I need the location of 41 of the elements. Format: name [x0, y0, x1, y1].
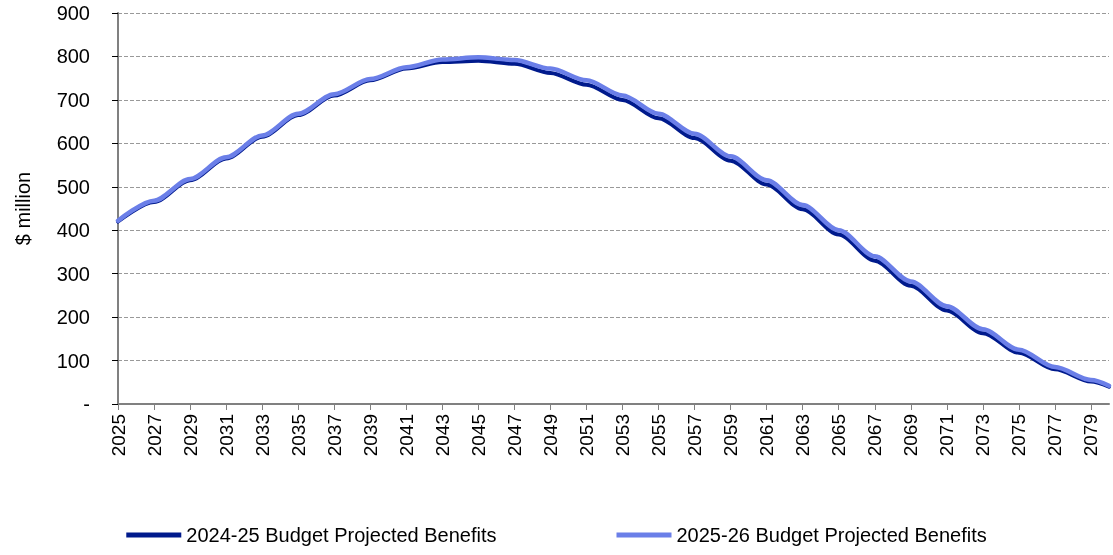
x-tick-label: 2049 — [539, 414, 561, 457]
y-axis-title: $ million — [12, 171, 34, 246]
x-tick-label: 2031 — [215, 414, 237, 457]
x-tick-label: 2063 — [792, 414, 814, 457]
y-tick-label: 700 — [56, 88, 90, 111]
x-tick-label: 2067 — [864, 414, 886, 457]
y-tick-label: - — [83, 393, 90, 415]
y-tick-label: 300 — [56, 262, 90, 285]
x-tick-label: 2057 — [684, 414, 706, 457]
x-tick-label: 2037 — [323, 414, 345, 457]
x-tick-label: 2043 — [431, 414, 453, 457]
x-tick-label: 2061 — [756, 414, 778, 457]
x-tick-label: 2079 — [1080, 414, 1102, 457]
y-tick-label: 500 — [56, 175, 90, 198]
x-tick-label: 2033 — [251, 414, 273, 457]
x-tick-label: 2075 — [1008, 414, 1030, 457]
x-tick-label: 2029 — [179, 414, 201, 457]
x-tick-label: 2055 — [648, 414, 670, 457]
x-tick-label: 2065 — [828, 414, 850, 457]
y-tick-label: 400 — [56, 219, 90, 242]
x-tick-label: 2071 — [936, 414, 958, 457]
x-tick-label: 2047 — [503, 414, 525, 457]
x-tick-label: 2053 — [612, 414, 634, 457]
x-tick-label: 2059 — [720, 414, 742, 457]
y-tick-label: 800 — [56, 45, 90, 68]
x-tick-label: 2035 — [287, 414, 309, 457]
x-tick-label: 2041 — [395, 414, 417, 457]
y-tick-label: 100 — [56, 349, 90, 372]
legend-label: 2025-26 Budget Projected Benefits — [676, 524, 987, 546]
x-tick-label: 2051 — [575, 414, 597, 457]
x-tick-label: 2077 — [1044, 414, 1066, 457]
y-tick-label: 600 — [56, 132, 90, 155]
x-tick-label: 2027 — [143, 414, 165, 457]
x-tick-label: 2069 — [900, 414, 922, 457]
x-tick-label: 2039 — [359, 414, 381, 457]
legend-label: 2024-25 Budget Projected Benefits — [186, 524, 497, 546]
x-tick-label: 2025 — [107, 414, 129, 457]
x-tick-label: 2073 — [972, 414, 994, 457]
x-tick-label: 2045 — [467, 414, 489, 457]
y-tick-label: 200 — [56, 306, 90, 329]
y-tick-label: 900 — [56, 2, 90, 24]
